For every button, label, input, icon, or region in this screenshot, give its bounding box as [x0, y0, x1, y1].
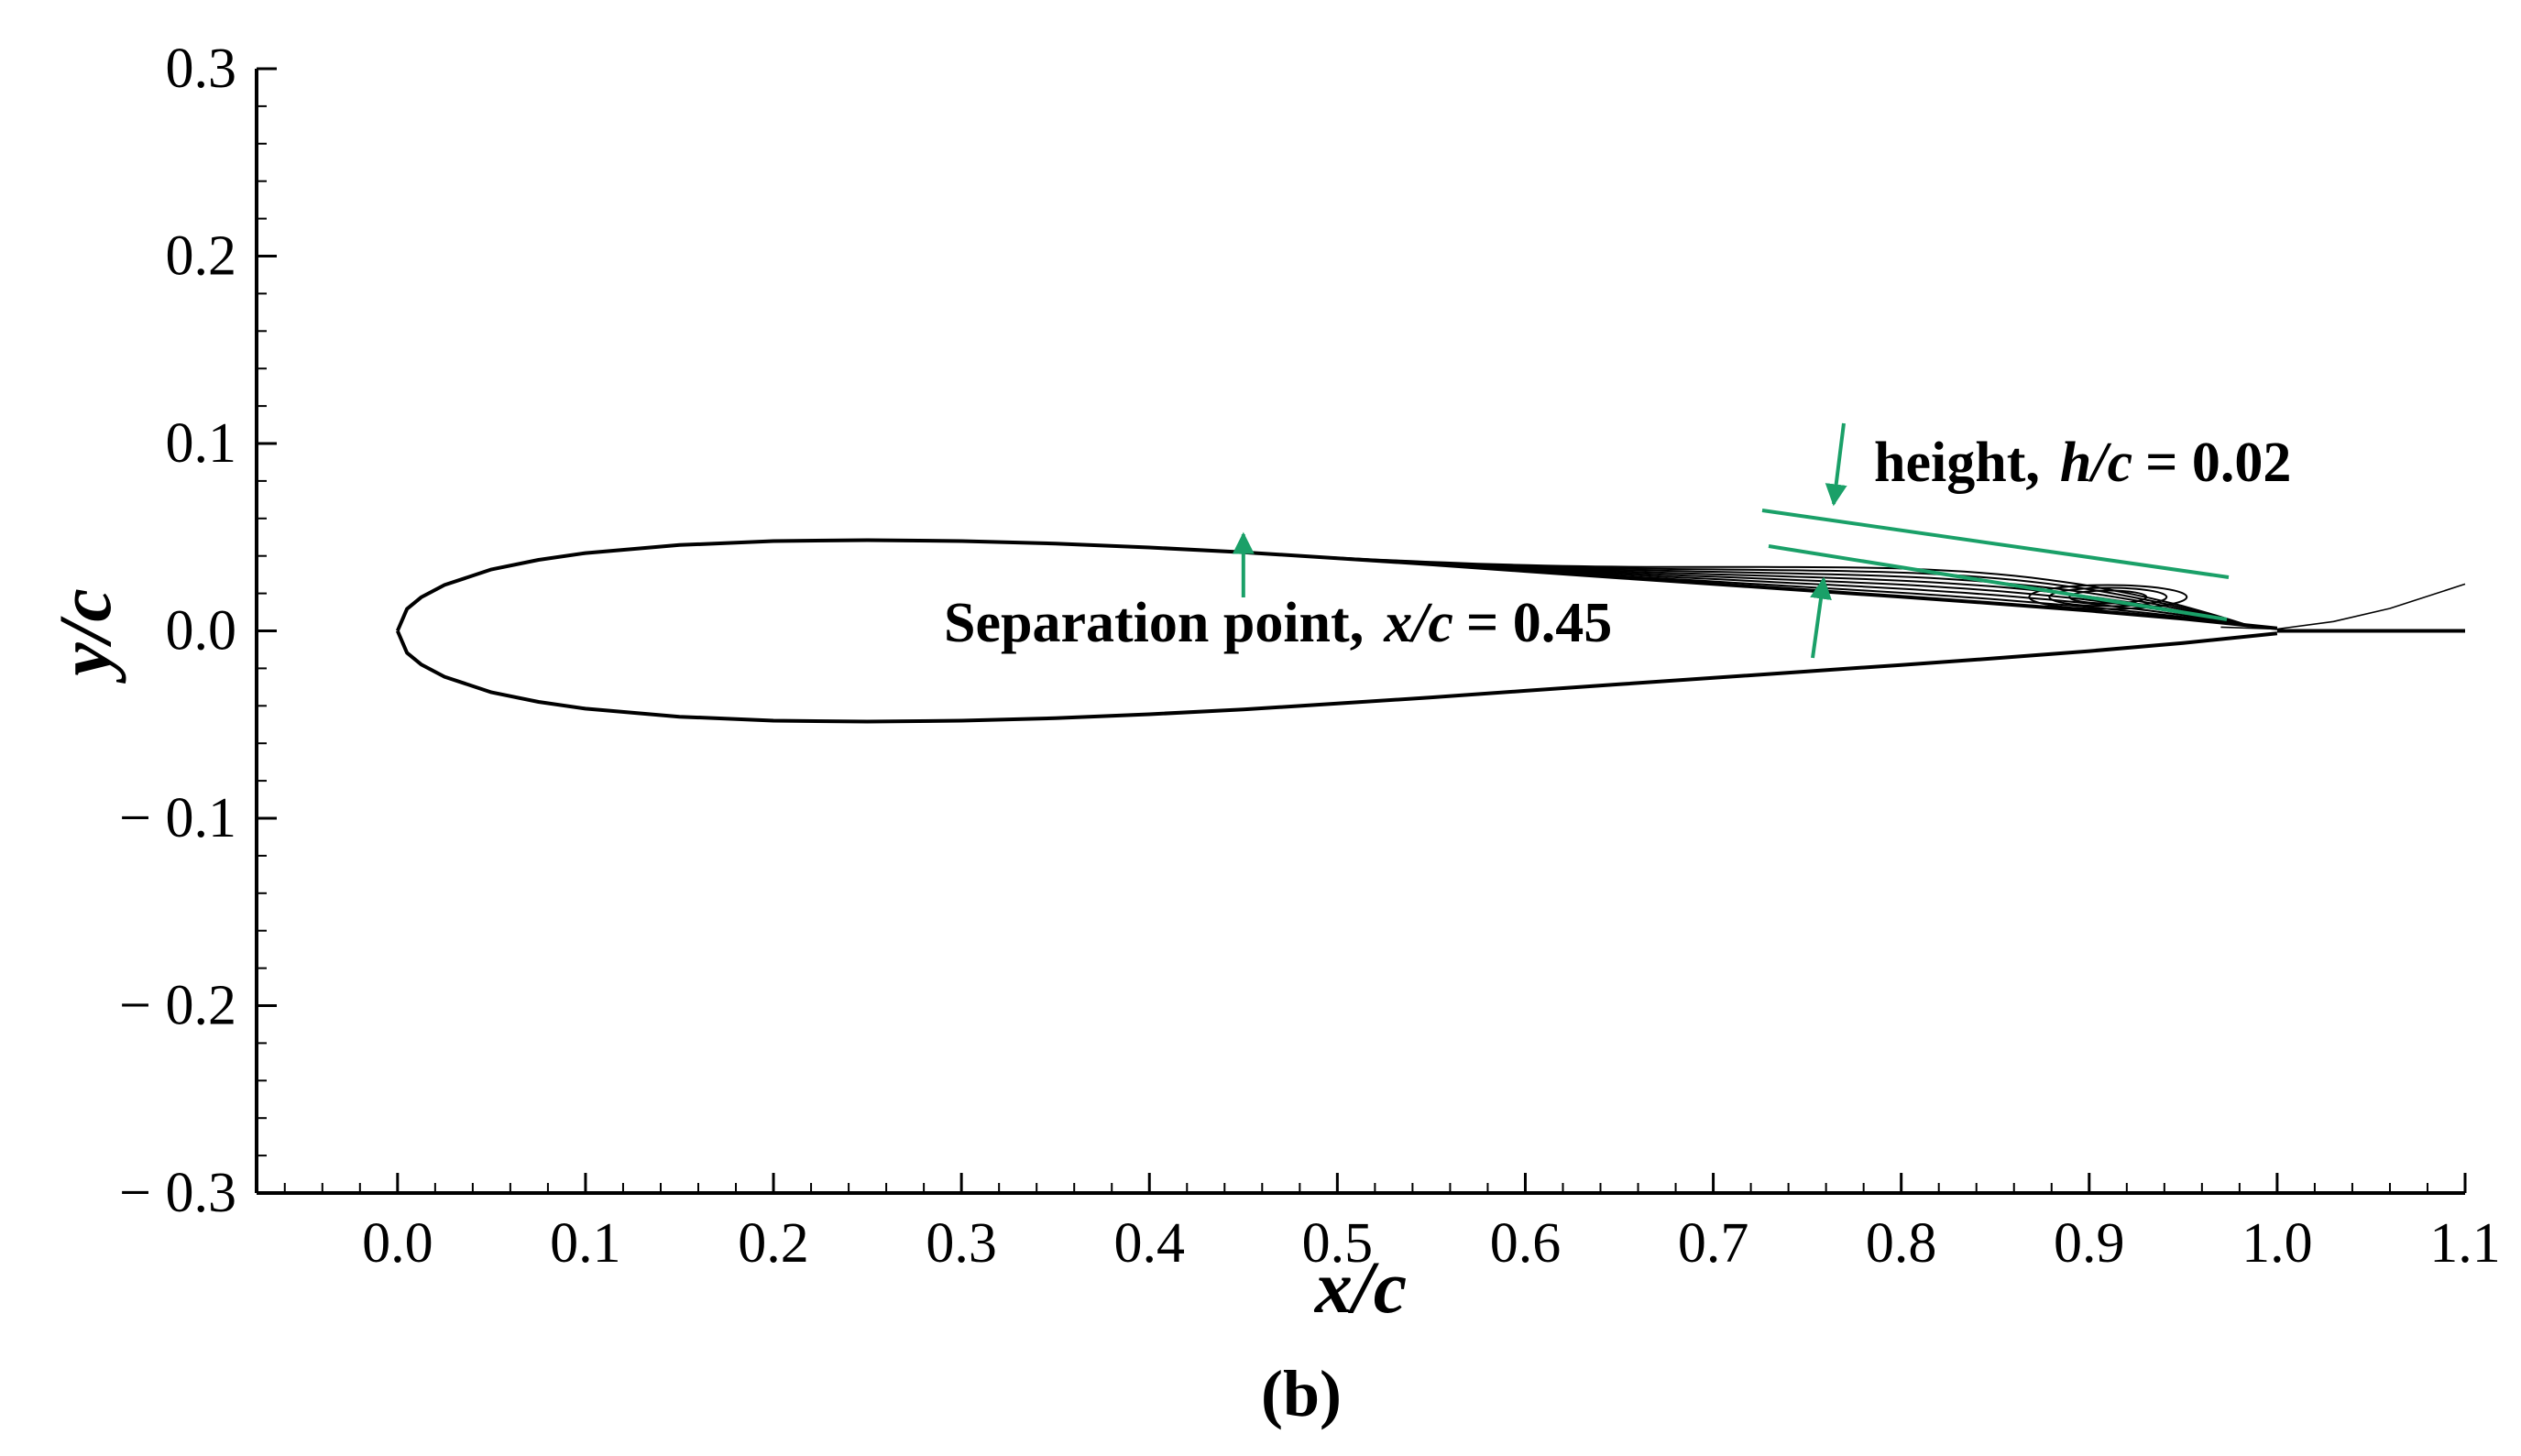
axis-tick-labels: 0.0 0.1 0.2 0.3 0.4 0.5 0.6 0.7 0.8 0.9 1.0 1.1 0.3 0…	[119, 38, 2501, 1275]
bubble-streamline	[1243, 551, 2250, 627]
vortex-core	[2028, 584, 2188, 610]
x-tick-label: 0.0	[362, 1212, 433, 1275]
x-tick-label: 0.2	[738, 1212, 809, 1275]
panel-label: (b)	[1261, 1357, 1342, 1430]
separation-value-label: x/c	[1383, 592, 1453, 654]
x-tick-label: 0.3	[926, 1212, 997, 1275]
thin-streamline	[2220, 583, 2466, 630]
x-tick-label: 1.1	[2429, 1212, 2501, 1275]
separation-point-label: Separation point,	[944, 592, 1364, 654]
vortex-core	[2048, 586, 2168, 608]
y-tick-label: 0.0	[166, 600, 237, 662]
x-axis-title: x/c	[1314, 1245, 1407, 1329]
height-upper-bound-line	[1761, 509, 2230, 579]
y-tick-label: 0.2	[166, 225, 237, 288]
x-tick-label: 0.7	[1678, 1212, 1749, 1275]
x-tick-label: 0.9	[2054, 1212, 2125, 1275]
height-arrow-lower	[1810, 576, 1832, 659]
height-annotation: height, h/c = 0.02	[1874, 432, 2291, 494]
height-value-label: h/c	[2060, 432, 2132, 494]
height-lower-bound-line	[1768, 544, 2228, 621]
annotation-layer	[1232, 422, 2230, 659]
separation-value: = 0.45	[1466, 592, 1612, 654]
airfoil-upper-surface	[395, 538, 2278, 632]
height-value: = 0.02	[2145, 432, 2291, 494]
x-tick-label: 1.0	[2241, 1212, 2313, 1275]
y-tick-label: 0.3	[166, 38, 237, 100]
y-tick-label: 0.1	[166, 412, 237, 475]
x-tick-label: 0.8	[1866, 1212, 1937, 1275]
vortex-core	[2068, 589, 2148, 605]
x-tick-label: 0.5	[1302, 1212, 1374, 1275]
x-tick-label: 0.4	[1114, 1212, 1186, 1275]
x-tick-label: 0.1	[550, 1212, 621, 1275]
x-tick-label: 0.6	[1490, 1212, 1562, 1275]
y-tick-label: − 0.2	[119, 975, 236, 1037]
height-arrow-upper	[1825, 422, 1847, 507]
y-tick-label: − 0.1	[119, 787, 236, 849]
height-label: height,	[1874, 432, 2040, 494]
airfoil-lower-surface	[395, 629, 2278, 724]
y-axis-title: y/c	[43, 588, 126, 684]
separation-point-annotation: Separation point, x/c = 0.45	[944, 592, 1612, 654]
y-tick-label: − 0.3	[119, 1162, 236, 1224]
axis-ticks	[257, 67, 2467, 1195]
